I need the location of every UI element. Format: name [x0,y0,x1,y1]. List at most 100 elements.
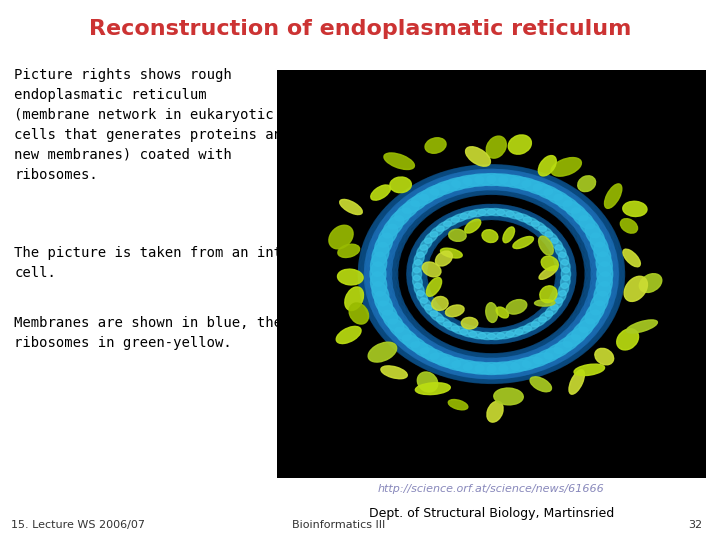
Ellipse shape [395,327,420,347]
Ellipse shape [534,348,562,364]
Ellipse shape [452,360,484,373]
Ellipse shape [539,311,553,322]
Ellipse shape [451,207,486,224]
Ellipse shape [539,236,553,255]
Ellipse shape [594,242,611,266]
Ellipse shape [430,311,444,322]
Text: The picture is taken from an intact
cell.: The picture is taken from an intact cell… [14,246,307,280]
Ellipse shape [539,184,596,224]
Ellipse shape [402,194,428,213]
Ellipse shape [565,204,614,250]
Ellipse shape [433,173,480,195]
Text: Reconstruction of endoplasmatic reticulum: Reconstruction of endoplasmatic reticulu… [89,19,631,39]
Ellipse shape [545,305,558,316]
Ellipse shape [365,246,392,282]
Ellipse shape [505,171,570,205]
Ellipse shape [579,218,611,253]
Ellipse shape [596,272,612,296]
Ellipse shape [469,210,486,217]
Text: 32: 32 [688,520,702,530]
Ellipse shape [436,221,451,231]
Ellipse shape [623,249,640,267]
Ellipse shape [523,217,539,226]
Ellipse shape [469,332,486,339]
Ellipse shape [395,201,420,221]
Ellipse shape [585,248,624,300]
Ellipse shape [369,298,418,345]
Ellipse shape [487,333,505,340]
Ellipse shape [497,332,514,339]
Ellipse shape [443,321,477,339]
Ellipse shape [459,327,495,343]
Ellipse shape [412,267,422,281]
Ellipse shape [407,261,427,287]
Ellipse shape [515,214,531,222]
Ellipse shape [572,208,595,229]
Ellipse shape [515,348,561,373]
Ellipse shape [372,295,404,330]
Ellipse shape [506,300,527,314]
Ellipse shape [422,348,468,373]
Ellipse shape [340,199,362,214]
Ellipse shape [371,252,387,276]
Ellipse shape [371,272,387,296]
Ellipse shape [434,351,502,382]
Ellipse shape [511,178,542,191]
Ellipse shape [403,199,580,350]
Ellipse shape [378,301,397,324]
Ellipse shape [523,353,553,368]
Ellipse shape [531,306,560,328]
Ellipse shape [572,210,607,244]
Ellipse shape [370,262,386,286]
Ellipse shape [374,307,426,352]
Ellipse shape [366,237,395,273]
Ellipse shape [464,219,481,233]
Ellipse shape [433,353,480,375]
Ellipse shape [403,337,446,364]
Ellipse shape [487,362,519,374]
Ellipse shape [418,372,438,392]
Ellipse shape [374,292,392,315]
Ellipse shape [469,205,505,220]
Ellipse shape [539,266,557,279]
Ellipse shape [588,275,616,312]
Ellipse shape [475,363,508,375]
Ellipse shape [503,173,550,195]
Ellipse shape [371,185,390,200]
Ellipse shape [523,322,539,331]
Ellipse shape [425,305,438,316]
Text: Dept. of Structural Biology, Martinsried: Dept. of Structural Biology, Martinsried [369,507,614,520]
Ellipse shape [536,337,580,364]
Ellipse shape [451,214,468,222]
Ellipse shape [482,230,498,242]
Ellipse shape [390,177,411,193]
Ellipse shape [549,316,603,359]
Ellipse shape [388,195,426,226]
Ellipse shape [436,251,452,266]
Ellipse shape [395,190,436,218]
Ellipse shape [381,366,408,379]
Ellipse shape [449,400,468,410]
Ellipse shape [478,208,495,215]
Ellipse shape [365,288,410,336]
Ellipse shape [553,276,575,303]
Ellipse shape [590,266,618,302]
Ellipse shape [572,305,607,338]
Ellipse shape [513,237,534,248]
Ellipse shape [547,330,588,359]
Ellipse shape [436,212,467,231]
Ellipse shape [526,179,570,205]
Ellipse shape [457,354,526,383]
Ellipse shape [423,348,490,380]
Ellipse shape [617,329,639,350]
Ellipse shape [584,286,614,321]
Ellipse shape [523,312,554,332]
Ellipse shape [497,207,532,224]
Ellipse shape [549,284,572,310]
Ellipse shape [536,184,580,211]
Ellipse shape [408,245,430,272]
Ellipse shape [382,314,418,346]
Ellipse shape [515,326,531,334]
Ellipse shape [554,335,580,354]
Ellipse shape [539,324,596,365]
